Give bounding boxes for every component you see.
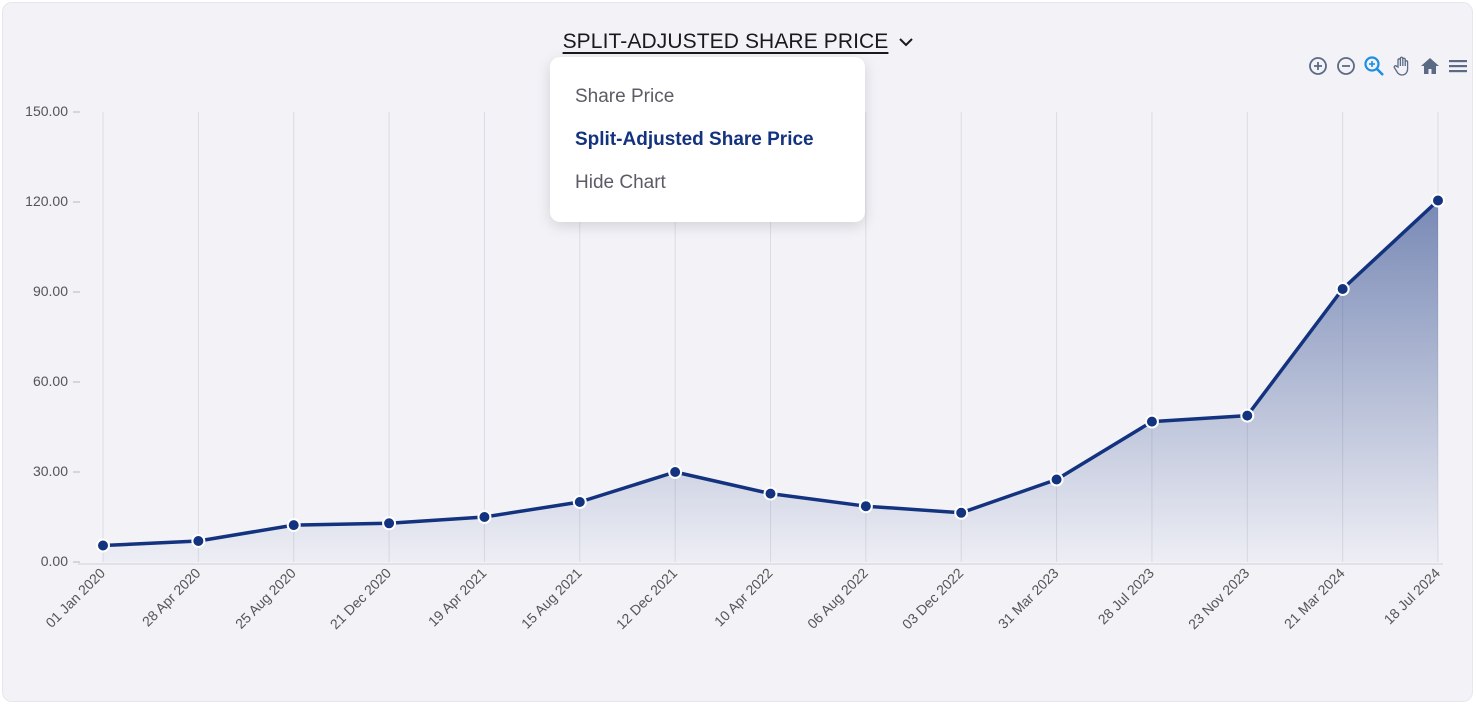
x-tick-label: 03 Dec 2022 <box>899 565 967 633</box>
data-point[interactable] <box>382 516 397 531</box>
chart-type-dropdown: Share Price Split-Adjusted Share Price H… <box>550 57 865 222</box>
x-tick-label: 19 Apr 2021 <box>425 565 490 630</box>
x-tick-label: 06 Aug 2022 <box>804 565 871 632</box>
data-point[interactable] <box>1144 414 1159 429</box>
data-point[interactable] <box>1431 193 1445 208</box>
y-tick-label: 30.00 <box>33 463 68 479</box>
data-point[interactable] <box>1240 408 1255 423</box>
x-tick-label: 21 Dec 2020 <box>327 565 395 633</box>
data-point[interactable] <box>858 499 873 514</box>
y-axis: 0.00 30.00 60.00 90.00 120.00 150.00 <box>25 103 80 569</box>
x-tick-label: 12 Dec 2021 <box>613 565 681 633</box>
x-tick-label: 15 Aug 2021 <box>518 565 585 632</box>
chevron-down-icon <box>899 38 914 47</box>
chart-toolbar <box>1306 54 1470 78</box>
data-point[interactable] <box>1335 282 1350 296</box>
dropdown-item-share-price[interactable]: Share Price <box>575 86 675 107</box>
pan-hand-icon[interactable] <box>1390 54 1414 78</box>
data-point[interactable] <box>96 538 110 553</box>
zoom-out-icon[interactable] <box>1334 54 1358 78</box>
menu-icon[interactable] <box>1446 54 1470 78</box>
data-point[interactable] <box>191 534 206 548</box>
x-tick-label: 10 Apr 2022 <box>711 565 776 630</box>
y-tick-label: 120.00 <box>25 193 68 209</box>
chart-title-bar: SPLIT-ADJUSTED SHARE PRICE <box>0 30 1477 54</box>
x-tick-label: 28 Apr 2020 <box>139 565 204 630</box>
y-tick-label: 0.00 <box>41 553 68 569</box>
data-point[interactable] <box>1049 472 1064 487</box>
data-point[interactable] <box>668 465 683 479</box>
zoom-select-icon[interactable] <box>1362 54 1386 78</box>
x-tick-label: 25 Aug 2020 <box>232 565 299 632</box>
home-reset-icon[interactable] <box>1418 54 1442 78</box>
dropdown-item-split-adjusted[interactable]: Split-Adjusted Share Price <box>575 129 814 150</box>
series-area <box>103 200 1438 562</box>
data-point[interactable] <box>477 510 492 524</box>
data-point[interactable] <box>763 486 778 501</box>
y-tick-label: 60.00 <box>33 373 68 389</box>
dropdown-item-hide-chart[interactable]: Hide Chart <box>575 172 666 193</box>
x-axis: 01 Jan 2020 28 Apr 2020 25 Aug 2020 21 Dec … <box>42 565 1443 633</box>
y-tick-label: 150.00 <box>25 103 68 119</box>
x-tick-label: 21 Mar 2024 <box>1281 565 1348 632</box>
x-tick-label: 01 Jan 2020 <box>42 565 108 631</box>
y-tick-label: 90.00 <box>33 283 68 299</box>
data-point[interactable] <box>572 495 587 509</box>
series-markers <box>96 193 1445 553</box>
data-point[interactable] <box>954 505 969 520</box>
chart-title: SPLIT-ADJUSTED SHARE PRICE <box>562 30 889 53</box>
x-tick-label: 18 Jul 2024 <box>1381 565 1444 628</box>
zoom-in-icon[interactable] <box>1306 54 1330 78</box>
x-tick-label: 31 Mar 2023 <box>995 565 1062 632</box>
data-point[interactable] <box>286 518 301 533</box>
chart-type-selector[interactable]: SPLIT-ADJUSTED SHARE PRICE <box>563 30 915 54</box>
x-tick-label: 23 Nov 2023 <box>1185 565 1253 633</box>
x-tick-label: 28 Jul 2023 <box>1095 565 1158 628</box>
